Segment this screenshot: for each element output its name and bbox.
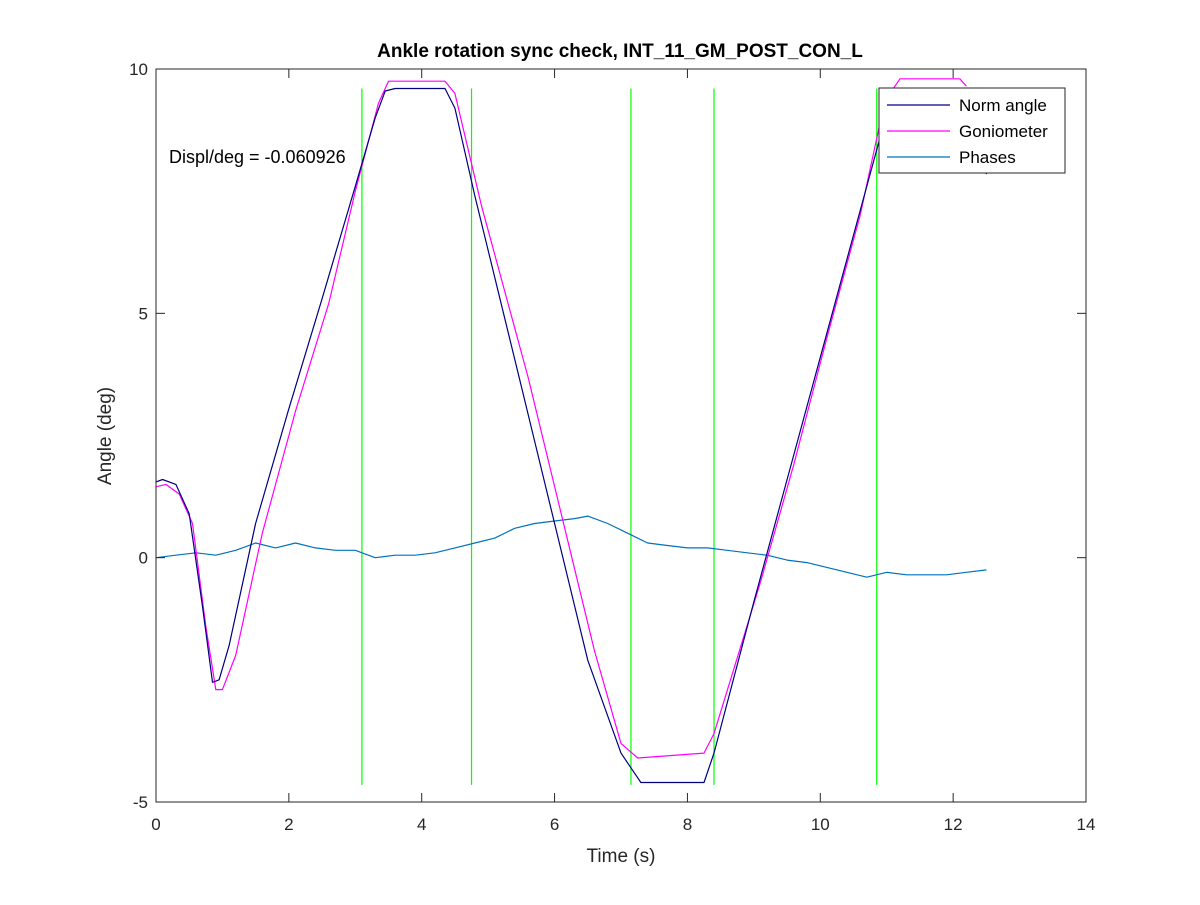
x-tick-label: 4 <box>417 815 426 834</box>
y-tick-label: 5 <box>139 304 148 323</box>
x-tick-label: 2 <box>284 815 293 834</box>
series-line-norm-angle <box>155 87 987 784</box>
y-tick-label: 10 <box>129 60 148 79</box>
x-axis: 0 2 4 6 8 10 12 14 <box>151 69 1095 834</box>
x-tick-label: 0 <box>151 815 160 834</box>
series-line-goniometer <box>155 78 967 759</box>
legend-label-phases: Phases <box>959 148 1016 167</box>
x-tick-label: 6 <box>550 815 559 834</box>
x-tick-label: 10 <box>811 815 830 834</box>
plot-lines <box>155 78 987 785</box>
series-line-phases <box>155 515 987 578</box>
legend: Norm angle Goniometer Phases <box>878 87 1066 174</box>
plot-area-frame <box>155 68 1087 803</box>
y-tick-label: 0 <box>139 549 148 568</box>
y-tick-label: -5 <box>133 793 148 812</box>
displacement-annotation: Displ/deg = -0.060926 <box>169 147 346 167</box>
x-axis-label: Time (s) <box>587 846 656 867</box>
y-axis: -5 0 5 10 <box>129 60 1086 812</box>
legend-label-goniometer: Goniometer <box>959 122 1048 141</box>
x-tick-label: 8 <box>683 815 692 834</box>
y-axis-label: Angle (deg) <box>95 387 116 485</box>
legend-label-norm-angle: Norm angle <box>959 96 1047 115</box>
chart-title: Ankle rotation sync check, INT_11_GM_POS… <box>377 41 863 62</box>
x-tick-label: 14 <box>1077 815 1096 834</box>
x-tick-label: 12 <box>944 815 963 834</box>
